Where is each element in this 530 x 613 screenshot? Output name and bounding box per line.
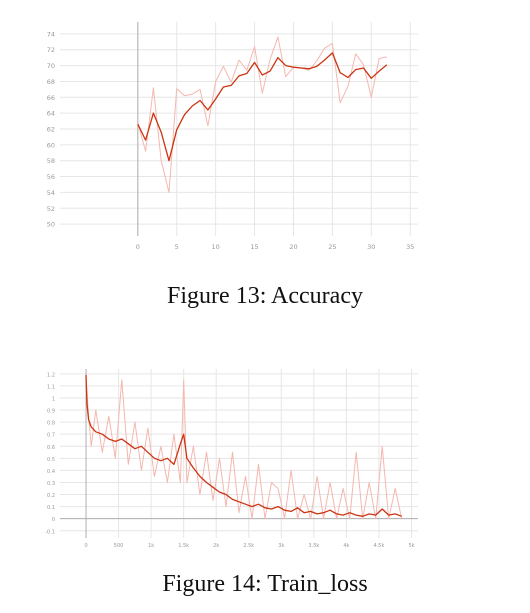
y-tick-label: 56 [47,173,55,181]
x-tick-label: 3k [278,543,284,549]
y-tick-label: 66 [47,94,55,102]
x-tick-label: 500 [114,543,124,549]
y-tick-label: 1 [52,396,55,402]
y-tick-label: 72 [47,46,55,54]
x-tick-label: 5k [408,543,414,549]
x-tick-label: 35 [406,243,414,251]
y-tick-label: 0.1 [47,505,55,511]
x-tick-label: 0 [84,543,87,549]
y-tick-label: 0 [52,517,55,523]
y-tick-label: 64 [47,110,55,118]
x-tick-label: 1.5k [178,543,189,549]
x-tick-label: 2.5k [243,543,254,549]
y-tick-label: 54 [47,189,55,197]
smoothed-series-line [137,52,388,162]
x-tick-label: 10 [212,243,220,251]
x-tick-label: 1k [148,543,154,549]
x-tick-label: 25 [328,243,336,251]
y-tick-label: 0.3 [47,481,55,487]
y-tick-label: 1.1 [47,384,55,390]
x-tick-label: 4.5k [374,543,385,549]
y-tick-label: 58 [47,157,55,165]
y-tick-label: 62 [47,126,55,134]
y-tick-label: 0.2 [47,493,55,499]
train-loss-chart: -0.1 0 0.1 0.2 0.3 0.4 0.5 0.6 0.7 0.8 0.9 1 1.1 1.2 0… [45,369,418,549]
y-tick-label: 0.7 [47,433,55,439]
raw-series-line [85,379,403,520]
x-tick-label: 5 [175,243,179,251]
y-tick-label: 52 [47,205,55,213]
raw-series-line [137,36,388,193]
y-tick-label: 0.8 [47,421,55,427]
x-tick-label: 2k [213,543,219,549]
y-tick-label: 70 [47,62,55,70]
y-tick-label: -0.1 [45,529,55,535]
y-tick-label: 0.5 [47,457,55,463]
y-tick-label: 68 [47,78,55,86]
figure-13-caption: Figure 13: Accuracy [167,283,363,309]
y-tick-label: 0.6 [47,445,55,451]
x-tick-label: 3.5k [308,543,319,549]
y-tick-label: 74 [47,30,55,38]
x-tick-label: 0 [136,243,140,251]
y-tick-label: 50 [47,221,55,229]
y-tick-label: 0.4 [47,469,55,475]
x-tick-label: 15 [250,243,258,251]
y-tick-label: 1.2 [47,372,55,378]
smoothed-series-line [85,374,402,517]
x-tick-label: 20 [289,243,297,251]
accuracy-chart: 50 52 54 56 58 60 62 64 66 68 70 72 74 0 5 10 15 20 25 30 35 [47,22,418,251]
y-tick-label: 0.9 [47,409,55,415]
x-tick-label: 30 [367,243,375,251]
figure-14-caption: Figure 14: Train_loss [162,571,368,597]
y-tick-label: 60 [47,141,55,149]
x-tick-label: 4k [343,543,349,549]
